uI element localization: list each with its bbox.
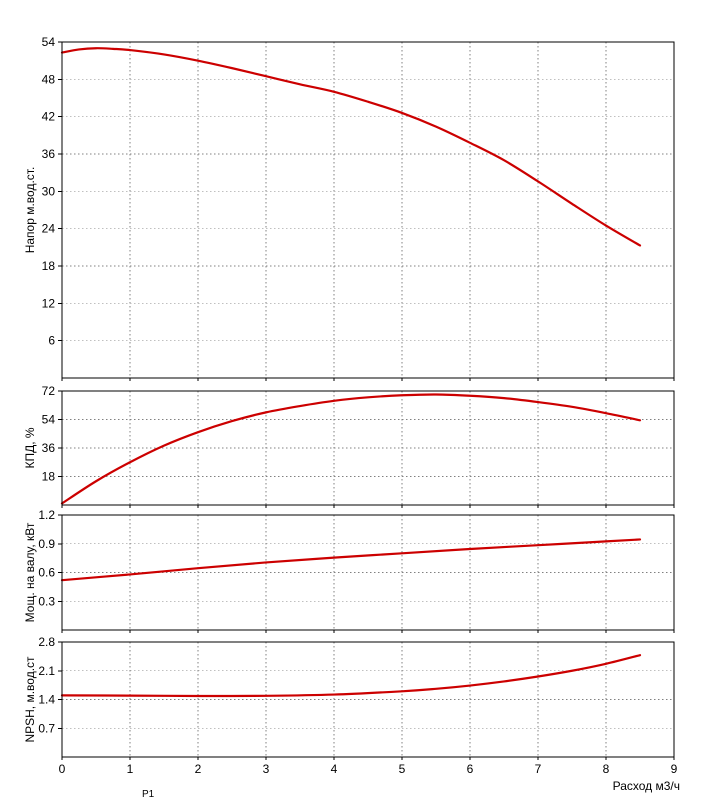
head-ytick-label: 48 <box>42 72 56 86</box>
x-tick-label: 2 <box>195 762 202 776</box>
x-tick-label: 5 <box>399 762 406 776</box>
npsh-ytick-label: 1.4 <box>38 693 55 707</box>
x-tick-label: 8 <box>603 762 610 776</box>
ticks-layer <box>58 41 675 760</box>
head-ytick-label: 42 <box>42 110 56 124</box>
efficiency-ytick-label: 72 <box>42 384 56 398</box>
power-ytick-label: 1.2 <box>38 508 55 522</box>
power-curve <box>60 538 642 582</box>
head-curve <box>60 47 642 247</box>
footer-note: P1 <box>142 789 155 800</box>
curves-layer <box>60 47 642 698</box>
power-ytick-label: 0.9 <box>38 537 55 551</box>
efficiency-ytick-label: 54 <box>42 413 56 427</box>
x-tick-label: 0 <box>59 762 66 776</box>
x-tick-label: 4 <box>331 762 338 776</box>
grid-layer <box>62 42 674 757</box>
power-ytick-label: 0.6 <box>38 566 55 580</box>
npsh-ytick-label: 2.8 <box>38 635 55 649</box>
head-ytick-label: 30 <box>42 184 56 198</box>
npsh-curve <box>60 654 642 698</box>
power-ytick-label: 0.3 <box>38 594 55 608</box>
head-ytick-label: 18 <box>42 259 56 273</box>
power-y-axis-title: Мощ. на валу, кВт <box>23 522 37 622</box>
efficiency-curve <box>60 393 642 505</box>
x-tick-label: 7 <box>535 762 542 776</box>
efficiency-ytick-label: 36 <box>42 441 56 455</box>
frames-layer <box>61 41 675 758</box>
head-ytick-label: 24 <box>42 222 56 236</box>
x-tick-label: 3 <box>263 762 270 776</box>
npsh-ytick-label: 0.7 <box>38 721 55 735</box>
head-y-axis-title: Напор м.вод.ст. <box>23 167 37 254</box>
head-ytick-label: 12 <box>42 296 56 310</box>
efficiency-y-axis-title: КПД, % <box>23 427 37 468</box>
head-ytick-label: 36 <box>42 147 56 161</box>
npsh-ytick-label: 2.1 <box>38 664 55 678</box>
x-axis-title: Расход м3/ч <box>613 779 680 793</box>
x-tick-label: 1 <box>127 762 134 776</box>
head-ytick-label: 6 <box>48 334 55 348</box>
x-tick-label: 9 <box>671 762 678 776</box>
x-tick-label: 6 <box>467 762 474 776</box>
efficiency-ytick-label: 18 <box>42 470 56 484</box>
head-panel-frame <box>61 41 675 379</box>
head-ytick-label: 54 <box>42 35 56 49</box>
npsh-y-axis-title: NPSH, м.вод.ст <box>23 656 37 743</box>
